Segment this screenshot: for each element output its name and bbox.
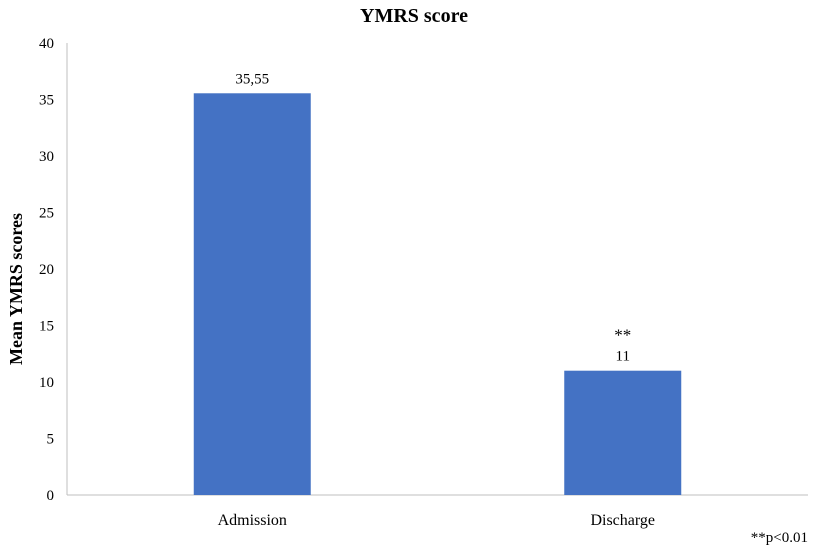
- significance-mark: **: [614, 326, 631, 345]
- bar-discharge: [564, 370, 682, 495]
- significance-footnote: **p<0.01: [751, 530, 808, 546]
- y-tick-label: 35: [39, 93, 54, 109]
- y-tick-label: 40: [39, 36, 54, 52]
- chart-title: YMRS score: [360, 5, 468, 27]
- y-axis-ticks: 0 5 10 15 20 25 30 35 40: [39, 36, 54, 504]
- y-tick-label: 10: [39, 375, 54, 391]
- data-label: 11: [616, 349, 630, 365]
- y-tick-label: 5: [47, 432, 55, 448]
- y-tick-label: 25: [39, 206, 54, 222]
- y-tick-label: 0: [47, 488, 55, 504]
- data-label: 35,55: [235, 71, 269, 87]
- x-tick-label: Discharge: [590, 512, 655, 529]
- y-tick-label: 15: [39, 319, 54, 335]
- plot-area: 35,55 11 **: [66, 43, 808, 496]
- y-tick-label: 30: [39, 149, 54, 165]
- y-axis-label: Mean YMRS scores: [6, 213, 26, 365]
- x-tick-label: Admission: [218, 512, 287, 529]
- bar-admission: [193, 93, 311, 495]
- y-tick-label: 20: [39, 262, 54, 278]
- x-axis-labels: Admission Discharge: [218, 512, 655, 529]
